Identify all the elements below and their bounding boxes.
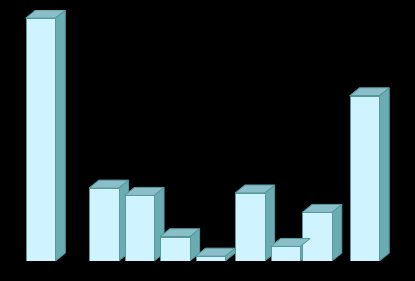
Polygon shape: [154, 187, 164, 261]
Polygon shape: [302, 212, 332, 261]
Polygon shape: [379, 88, 389, 261]
Polygon shape: [235, 185, 275, 193]
Polygon shape: [350, 96, 379, 261]
Polygon shape: [124, 195, 154, 261]
Polygon shape: [195, 256, 225, 261]
Polygon shape: [300, 238, 310, 261]
Polygon shape: [265, 185, 275, 261]
Polygon shape: [302, 204, 342, 212]
Polygon shape: [89, 188, 119, 261]
Polygon shape: [225, 248, 235, 261]
Polygon shape: [190, 229, 200, 261]
Polygon shape: [235, 193, 265, 261]
Polygon shape: [119, 180, 129, 261]
Polygon shape: [195, 248, 235, 256]
Polygon shape: [160, 237, 190, 261]
Polygon shape: [89, 180, 129, 188]
Polygon shape: [124, 187, 164, 195]
Polygon shape: [271, 246, 300, 261]
Polygon shape: [332, 204, 342, 261]
Polygon shape: [26, 10, 65, 18]
Polygon shape: [56, 10, 65, 261]
Polygon shape: [160, 229, 200, 237]
Polygon shape: [271, 238, 310, 246]
Polygon shape: [26, 18, 56, 261]
Polygon shape: [350, 88, 389, 96]
